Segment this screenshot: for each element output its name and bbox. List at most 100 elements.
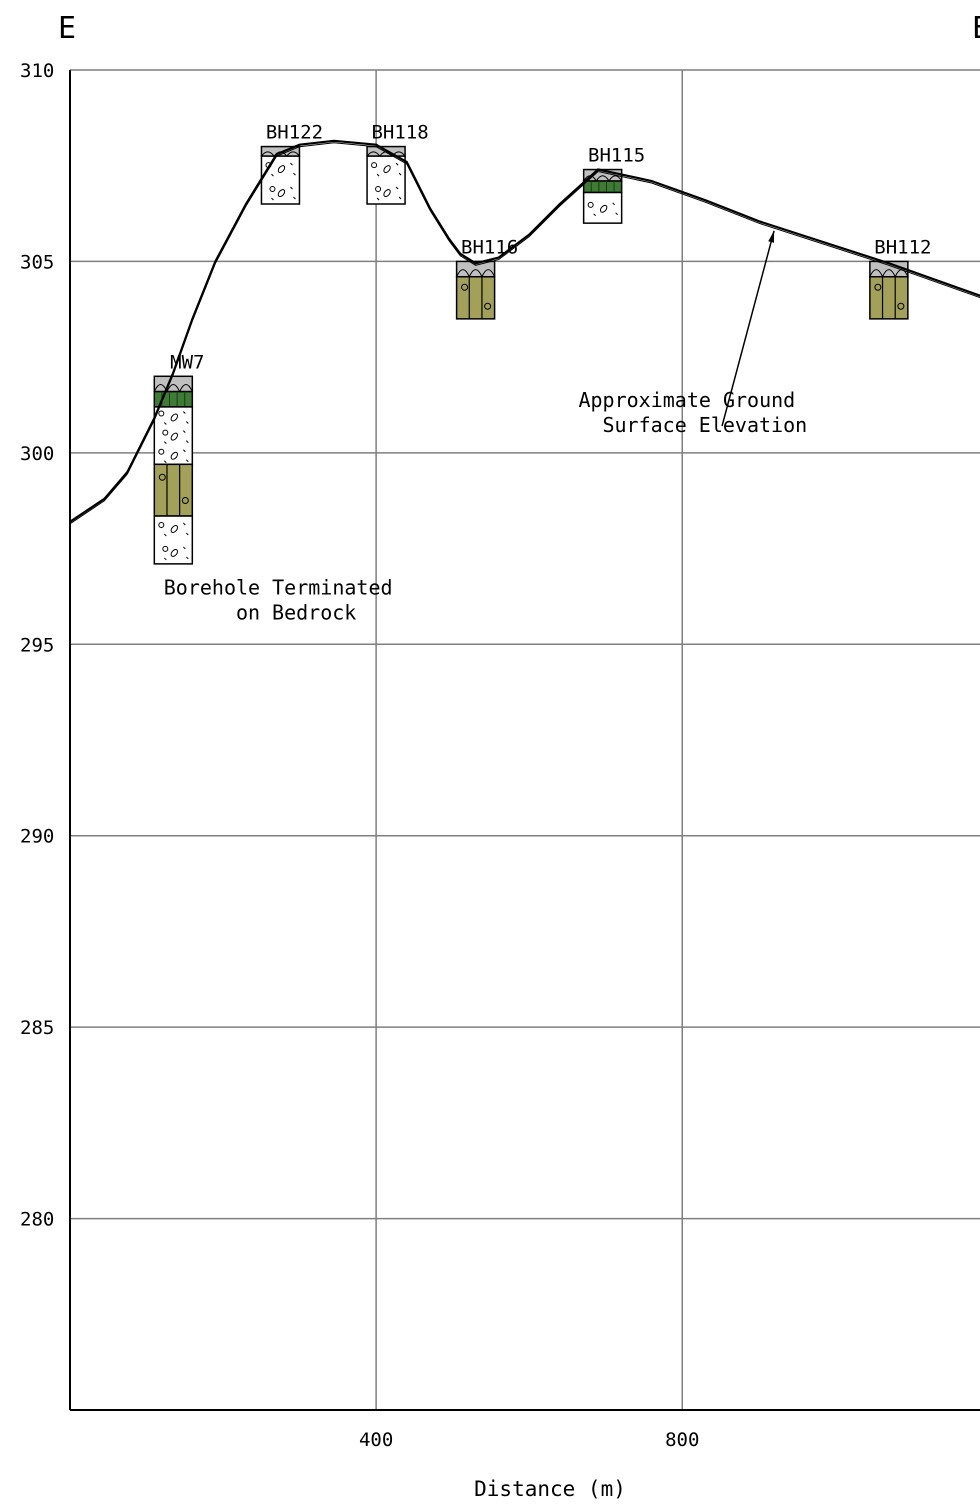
till-dot [182, 546, 186, 550]
layer-topsoil [153, 375, 194, 393]
annotation-text-line: on Bedrock [236, 601, 356, 625]
topsoil-hatch [468, 269, 483, 277]
boreholes: MW7 BH122 BH118 BH116 BH115 BH112 [153, 122, 931, 565]
till-pebble [277, 165, 286, 174]
till-dot [395, 162, 399, 166]
annotation-text-line: Approximate Ground [578, 388, 795, 412]
till-pebble [170, 432, 179, 441]
till-dot [185, 459, 189, 463]
y-tick-label: 310 [20, 60, 54, 82]
y-tick-label: 285 [20, 1017, 54, 1039]
till-dot [163, 441, 167, 444]
till-pebble [158, 410, 165, 417]
till-pebble [158, 448, 165, 455]
borehole-mw7: MW7 [153, 351, 204, 565]
till-dot [376, 173, 380, 177]
layer-till [153, 406, 194, 466]
section-end-letter: E [972, 11, 980, 46]
layer-till [582, 191, 623, 224]
topsoil-hatch [481, 269, 496, 277]
till-dot [395, 186, 399, 190]
borehole-bh118: BH118 [366, 122, 429, 205]
till-dot [185, 556, 189, 560]
till-dot [185, 421, 189, 424]
till-dot [185, 532, 189, 536]
till-pebble [375, 186, 382, 193]
borehole-bh112: BH112 [869, 236, 931, 320]
borehole-label: BH112 [874, 236, 931, 258]
topsoil-hatch [882, 269, 896, 277]
ground-surface-line [70, 139, 980, 523]
till-pebble [162, 545, 169, 552]
annotation-text-line: Borehole Terminated [164, 576, 393, 600]
till-dot [290, 162, 293, 166]
x-axis-label: Distance (m) [474, 1477, 626, 1501]
till-pebble [158, 521, 165, 528]
topsoil-hatch [608, 175, 623, 182]
topsoil-hatch [261, 151, 275, 157]
y-tick-label: 290 [20, 826, 54, 848]
topsoil-hatch [869, 269, 883, 277]
grid-lines [70, 69, 980, 1410]
till-dot [163, 557, 167, 561]
topsoil-hatch [366, 151, 381, 157]
till-dot [612, 202, 616, 206]
till-dot [163, 533, 167, 537]
till-dot [398, 196, 402, 200]
topsoil-hatch [456, 269, 470, 277]
y-tick-label: 295 [20, 634, 54, 656]
y-tick-label: 305 [20, 251, 54, 273]
till-pebble [383, 165, 391, 174]
y-tick-labels: 310 305 300 295 290 285 280 [20, 60, 54, 1231]
till-pebble [170, 413, 179, 422]
borehole-label: BH122 [266, 122, 323, 144]
topsoil-hatch [179, 383, 193, 392]
till-dot [398, 172, 402, 176]
ground-surface-line-secondary [70, 142, 980, 525]
till-pebble [162, 429, 169, 436]
till-dot [163, 422, 167, 425]
till-pebble [269, 186, 276, 193]
topsoil-hatch [286, 151, 300, 157]
layer-organic [582, 180, 623, 194]
layer-till [366, 155, 406, 205]
till-dot [376, 197, 380, 201]
y-tick-label: 300 [20, 443, 54, 465]
gravel-symbol [874, 283, 882, 291]
topsoil-hatch [595, 175, 610, 182]
borehole-label: BH115 [588, 145, 645, 167]
till-pebble [277, 189, 286, 197]
till-dot [271, 197, 274, 201]
borehole-bh115: BH115 [582, 145, 645, 224]
annotation-arrow-head [768, 230, 775, 243]
layer-silt_clay [869, 275, 909, 320]
x-tick-label: 400 [359, 1429, 393, 1451]
x-tick-label: 800 [665, 1429, 699, 1451]
layer-silt_clay [455, 275, 496, 320]
till-dot [182, 522, 186, 526]
till-dot [593, 213, 597, 217]
gravel-symbol [461, 283, 469, 291]
till-dot [163, 460, 167, 464]
till-dot [182, 449, 186, 453]
section-start-letter: E [58, 11, 76, 46]
till-dot [290, 186, 293, 190]
till-pebble [170, 548, 179, 557]
x-tick-labels: 400 800 [359, 1429, 699, 1451]
till-pebble [383, 189, 391, 197]
till-dot [293, 196, 296, 200]
till-pebble [587, 201, 594, 208]
till-dot [185, 440, 189, 443]
till-dot [615, 212, 619, 216]
annotation-arrow-line [721, 230, 775, 427]
y-tick-label: 280 [20, 1209, 54, 1231]
till-dot [182, 430, 186, 433]
till-dot [293, 172, 296, 176]
layer-silt_clay [153, 463, 194, 517]
till-pebble [170, 451, 179, 460]
gravel-symbol [158, 473, 166, 481]
